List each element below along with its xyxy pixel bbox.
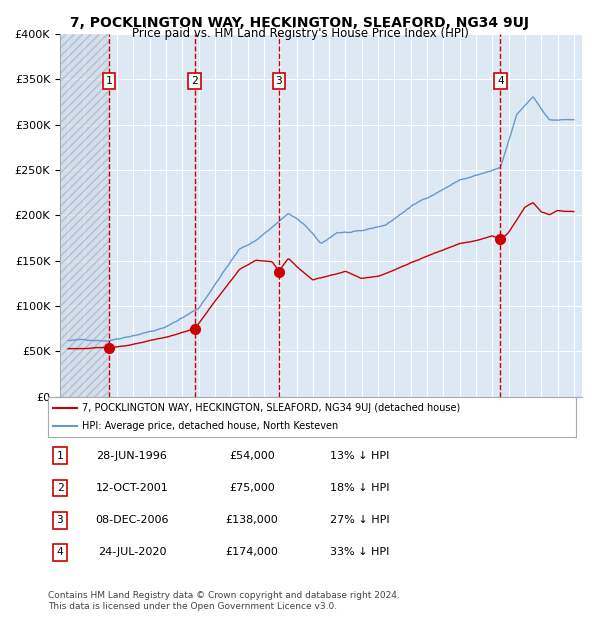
Text: £54,000: £54,000 <box>229 451 275 461</box>
Text: Contains HM Land Registry data © Crown copyright and database right 2024.
This d: Contains HM Land Registry data © Crown c… <box>48 591 400 611</box>
Text: 2: 2 <box>56 483 64 493</box>
Text: £138,000: £138,000 <box>226 515 278 525</box>
Text: 4: 4 <box>56 547 64 557</box>
Text: 7, POCKLINGTON WAY, HECKINGTON, SLEAFORD, NG34 9UJ: 7, POCKLINGTON WAY, HECKINGTON, SLEAFORD… <box>71 16 530 30</box>
Text: 2: 2 <box>191 76 198 86</box>
Text: 33% ↓ HPI: 33% ↓ HPI <box>331 547 389 557</box>
Text: 27% ↓ HPI: 27% ↓ HPI <box>330 515 390 525</box>
Text: 08-DEC-2006: 08-DEC-2006 <box>95 515 169 525</box>
Text: 3: 3 <box>275 76 282 86</box>
Text: £174,000: £174,000 <box>226 547 278 557</box>
Text: 3: 3 <box>56 515 64 525</box>
Text: 28-JUN-1996: 28-JUN-1996 <box>97 451 167 461</box>
Text: 18% ↓ HPI: 18% ↓ HPI <box>330 483 390 493</box>
Text: 24-JUL-2020: 24-JUL-2020 <box>98 547 166 557</box>
Text: £75,000: £75,000 <box>229 483 275 493</box>
Text: 12-OCT-2001: 12-OCT-2001 <box>95 483 169 493</box>
Text: 4: 4 <box>497 76 504 86</box>
Text: 13% ↓ HPI: 13% ↓ HPI <box>331 451 389 461</box>
Text: 1: 1 <box>56 451 64 461</box>
Text: 7, POCKLINGTON WAY, HECKINGTON, SLEAFORD, NG34 9UJ (detached house): 7, POCKLINGTON WAY, HECKINGTON, SLEAFORD… <box>82 403 461 413</box>
Bar <box>60 34 109 397</box>
Bar <box>60 34 109 397</box>
Text: HPI: Average price, detached house, North Kesteven: HPI: Average price, detached house, Nort… <box>82 421 338 431</box>
Text: 1: 1 <box>106 76 112 86</box>
Text: Price paid vs. HM Land Registry's House Price Index (HPI): Price paid vs. HM Land Registry's House … <box>131 27 469 40</box>
